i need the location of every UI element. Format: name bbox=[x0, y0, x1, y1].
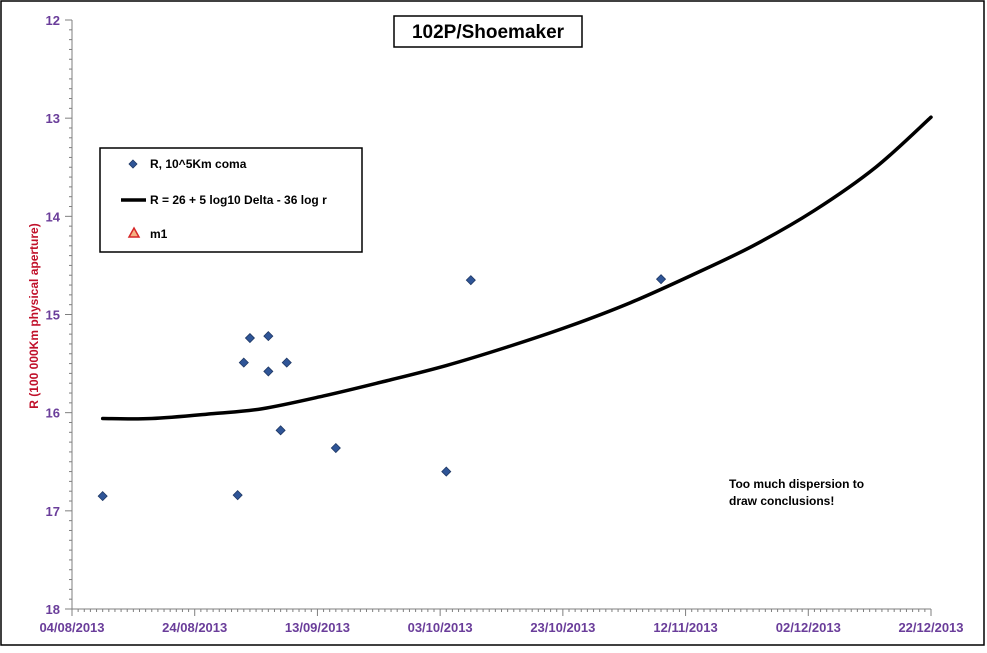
y-axis-label: R (100 000Km physical aperture) bbox=[27, 223, 41, 408]
series-points-layer bbox=[97, 274, 667, 502]
y-tick-label: 16 bbox=[46, 406, 60, 421]
x-tick-label: 23/10/2013 bbox=[530, 620, 595, 635]
annotation-line-2: draw conclusions! bbox=[729, 494, 834, 508]
x-tick-label: 13/09/2013 bbox=[285, 620, 350, 635]
data-point-diamond bbox=[263, 331, 274, 342]
x-tick-label: 24/08/2013 bbox=[162, 620, 227, 635]
x-tick-label: 02/12/2013 bbox=[776, 620, 841, 635]
model-curve bbox=[100, 115, 933, 421]
y-tick-label: 18 bbox=[46, 602, 60, 617]
data-point-diamond bbox=[330, 442, 341, 454]
x-tick-label: 22/12/2013 bbox=[898, 620, 963, 635]
y-tick-label: 12 bbox=[46, 13, 60, 28]
legend-marker-diamond bbox=[128, 159, 138, 169]
data-point-diamond bbox=[655, 274, 667, 285]
x-ticks: 04/08/2013 24/08/2013 13/09/2013 03/10/2013… bbox=[39, 609, 964, 635]
data-point-diamond bbox=[465, 275, 476, 286]
plot-area: 12 13 14 15 16 17 18 04/08/2013 24/08/2013 13/09… bbox=[39, 13, 963, 635]
legend-label-model: R = 26 + 5 log10 Delta - 36 log r bbox=[150, 193, 327, 207]
y-tick-label: 13 bbox=[46, 111, 60, 126]
legend-label-m1: m1 bbox=[150, 227, 168, 241]
x-tick-label: 04/08/2013 bbox=[39, 620, 104, 635]
y-tick-label: 17 bbox=[46, 504, 60, 519]
legend: R, 10^5Km coma R = 26 + 5 log10 Delta - … bbox=[99, 147, 363, 253]
annotation-line-1: Too much dispersion to bbox=[729, 477, 864, 491]
legend-marker-triangle bbox=[127, 226, 141, 238]
title-box: 102P/Shoemaker bbox=[393, 15, 583, 48]
title-frame bbox=[393, 15, 583, 48]
series-line-layer bbox=[100, 115, 933, 421]
x-tick-label: 12/11/2013 bbox=[653, 620, 717, 635]
x-tick-label: 03/10/2013 bbox=[408, 620, 473, 635]
data-point-diamond bbox=[238, 357, 249, 368]
y-tick-label: 14 bbox=[46, 209, 61, 224]
data-point-diamond bbox=[244, 332, 256, 344]
legend-label-coma: R, 10^5Km coma bbox=[150, 157, 247, 171]
data-point-diamond bbox=[232, 490, 243, 501]
y-ticks: 12 13 14 15 16 17 18 bbox=[46, 13, 72, 617]
data-point-diamond bbox=[275, 425, 286, 436]
data-point-diamond bbox=[281, 357, 292, 368]
chart-title: 102P/Shoemaker bbox=[412, 22, 565, 43]
y-tick-label: 15 bbox=[46, 308, 60, 323]
data-point-diamond bbox=[441, 466, 452, 477]
data-point-diamond bbox=[263, 366, 274, 377]
data-point-diamond bbox=[97, 491, 108, 502]
